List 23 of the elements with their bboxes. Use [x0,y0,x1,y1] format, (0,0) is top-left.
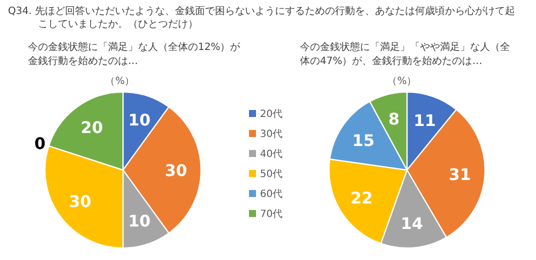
data-label: 15 [352,130,375,150]
data-label: 14 [400,214,424,233]
chart-title: 今の金銭状態に「満足」「やや満足」な人（全体の47%）が、金銭行動を始めたのは… [300,41,510,67]
chart-title: 今の金銭状態に「満足」な人（全体の12%）が金銭行動を始めたのは… [28,41,242,67]
legend-label: 20代 [260,109,283,120]
text: （%） [387,76,417,87]
legend-label: 70代 [260,209,283,220]
legend-label: 40代 [260,149,283,160]
data-label: 8 [388,110,400,129]
data-label: 22 [350,188,373,208]
data-label: 10 [128,110,151,130]
legend-label: 60代 [260,189,283,200]
data-label: 31 [448,165,472,184]
data-label: 10 [128,211,151,230]
text: 0 [34,134,46,154]
text: （%） [105,76,135,87]
legend-label: 30代 [260,129,283,140]
data-label: 20 [80,118,103,138]
data-label: 30 [164,161,188,180]
legend-label: 50代 [260,169,283,180]
text: Q34. 先ほど回答いただいたような、金銭面で困らないようにするための行動を、あなたは何歳頃から心がけて起こしていましたか。（ひとつだけ） [8,5,515,30]
data-label: 30 [68,192,92,212]
data-label: 11 [414,111,436,130]
